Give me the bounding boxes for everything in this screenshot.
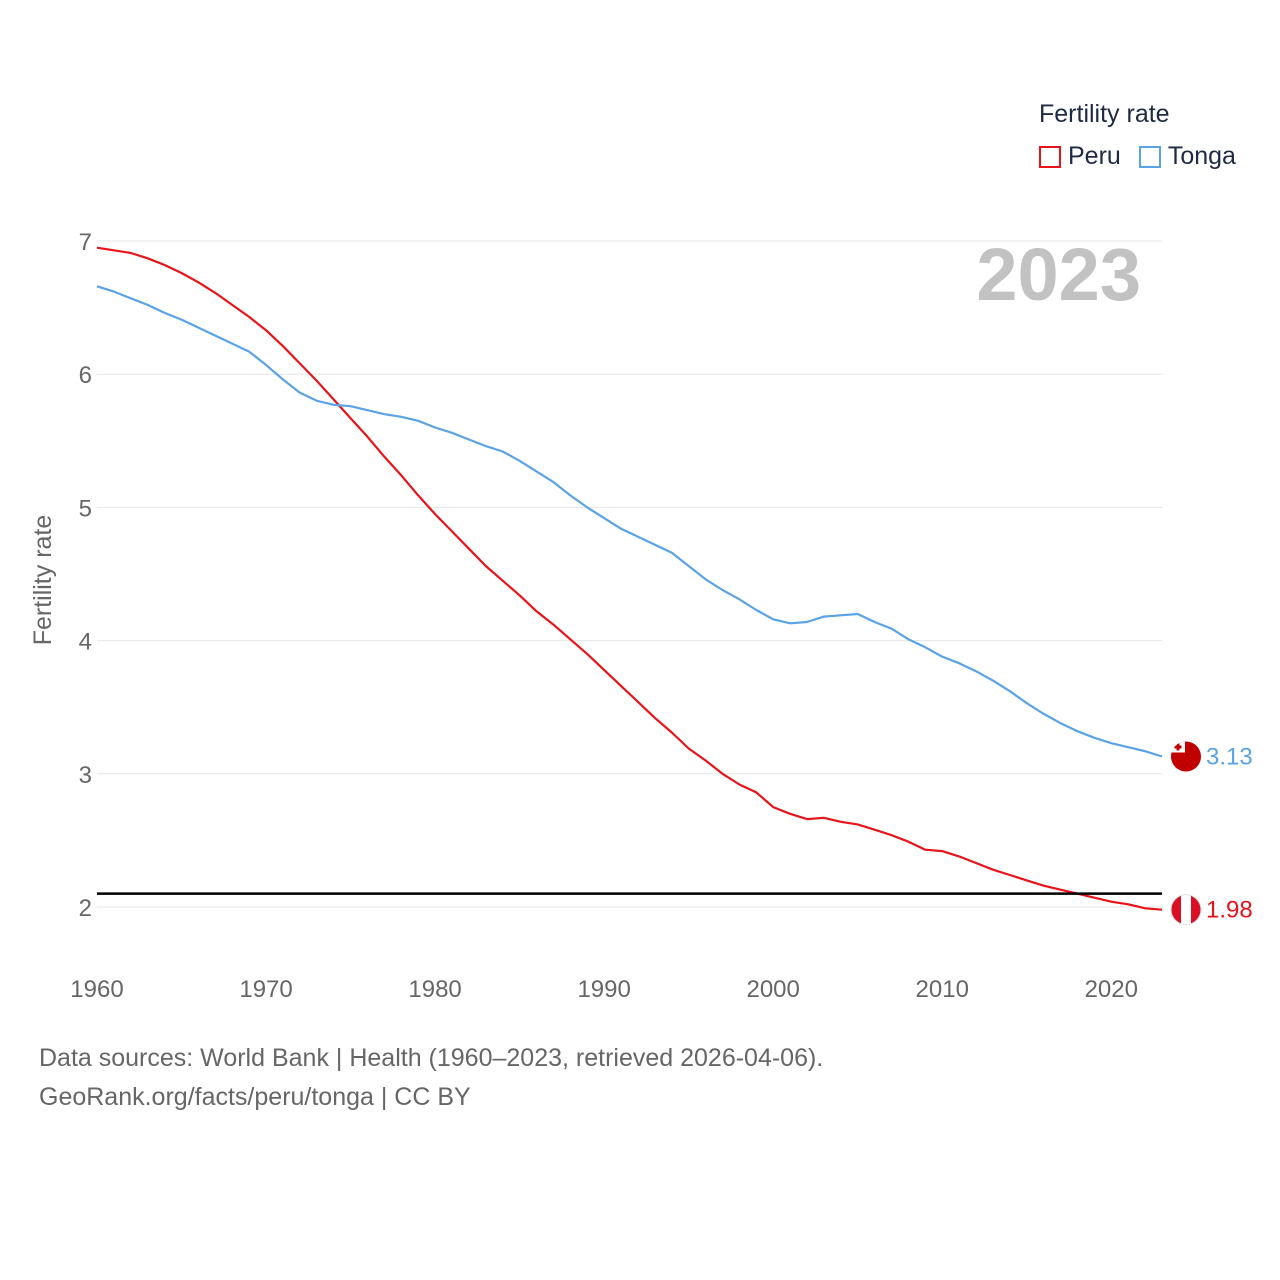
y-tick-label: 6 bbox=[79, 362, 92, 389]
y-axis-ticks: 2 3 4 5 6 7 bbox=[79, 229, 92, 922]
y-tick-label: 7 bbox=[79, 229, 92, 256]
legend-label-peru: Peru bbox=[1068, 142, 1121, 170]
x-tick-label: 1960 bbox=[70, 976, 123, 1003]
x-tick-label: 1980 bbox=[408, 976, 461, 1003]
data-source-note: Data sources: World Bank | Health (1960–… bbox=[39, 1044, 824, 1072]
x-axis-ticks: 1960 1970 1980 1990 2000 2010 2020 bbox=[70, 976, 1138, 1003]
x-tick-label: 1990 bbox=[577, 976, 630, 1003]
legend-swatch-peru bbox=[1039, 145, 1061, 168]
legend-swatch-tonga bbox=[1138, 145, 1161, 168]
end-value-label-tonga: 3.13 bbox=[1206, 743, 1253, 770]
x-tick-label: 2010 bbox=[916, 976, 969, 1003]
flag-tonga-icon bbox=[1171, 741, 1201, 772]
legend: Peru Tonga bbox=[1039, 142, 1254, 171]
y-tick-label: 2 bbox=[79, 895, 92, 922]
end-value-label-peru: 1.98 bbox=[1206, 897, 1253, 924]
grid-lines bbox=[97, 240, 1162, 908]
y-tick-label: 4 bbox=[79, 629, 92, 656]
legend-item-peru[interactable]: Peru bbox=[1039, 142, 1121, 171]
end-markers: 1.98 3.13 bbox=[1170, 741, 1253, 926]
x-tick-label: 1970 bbox=[239, 976, 292, 1003]
y-tick-label: 5 bbox=[79, 495, 92, 522]
legend-title: Fertility rate bbox=[1039, 100, 1170, 128]
legend-label-tonga: Tonga bbox=[1167, 142, 1236, 170]
x-tick-label: 2000 bbox=[746, 976, 799, 1003]
series-line-peru bbox=[96, 246, 1163, 911]
current-year-label: 2023 bbox=[976, 233, 1141, 316]
x-tick-label: 2020 bbox=[1085, 976, 1138, 1003]
y-tick-label: 3 bbox=[79, 762, 92, 789]
flag-peru-icon bbox=[1170, 894, 1202, 926]
series-line-tonga bbox=[96, 285, 1163, 758]
series-lines bbox=[96, 246, 1163, 911]
attribution-link[interactable]: GeoRank.org/facts/peru/tonga | CC BY bbox=[39, 1083, 471, 1111]
y-axis-label: Fertility rate bbox=[29, 515, 57, 646]
legend-item-tonga[interactable]: Tonga bbox=[1138, 142, 1236, 171]
